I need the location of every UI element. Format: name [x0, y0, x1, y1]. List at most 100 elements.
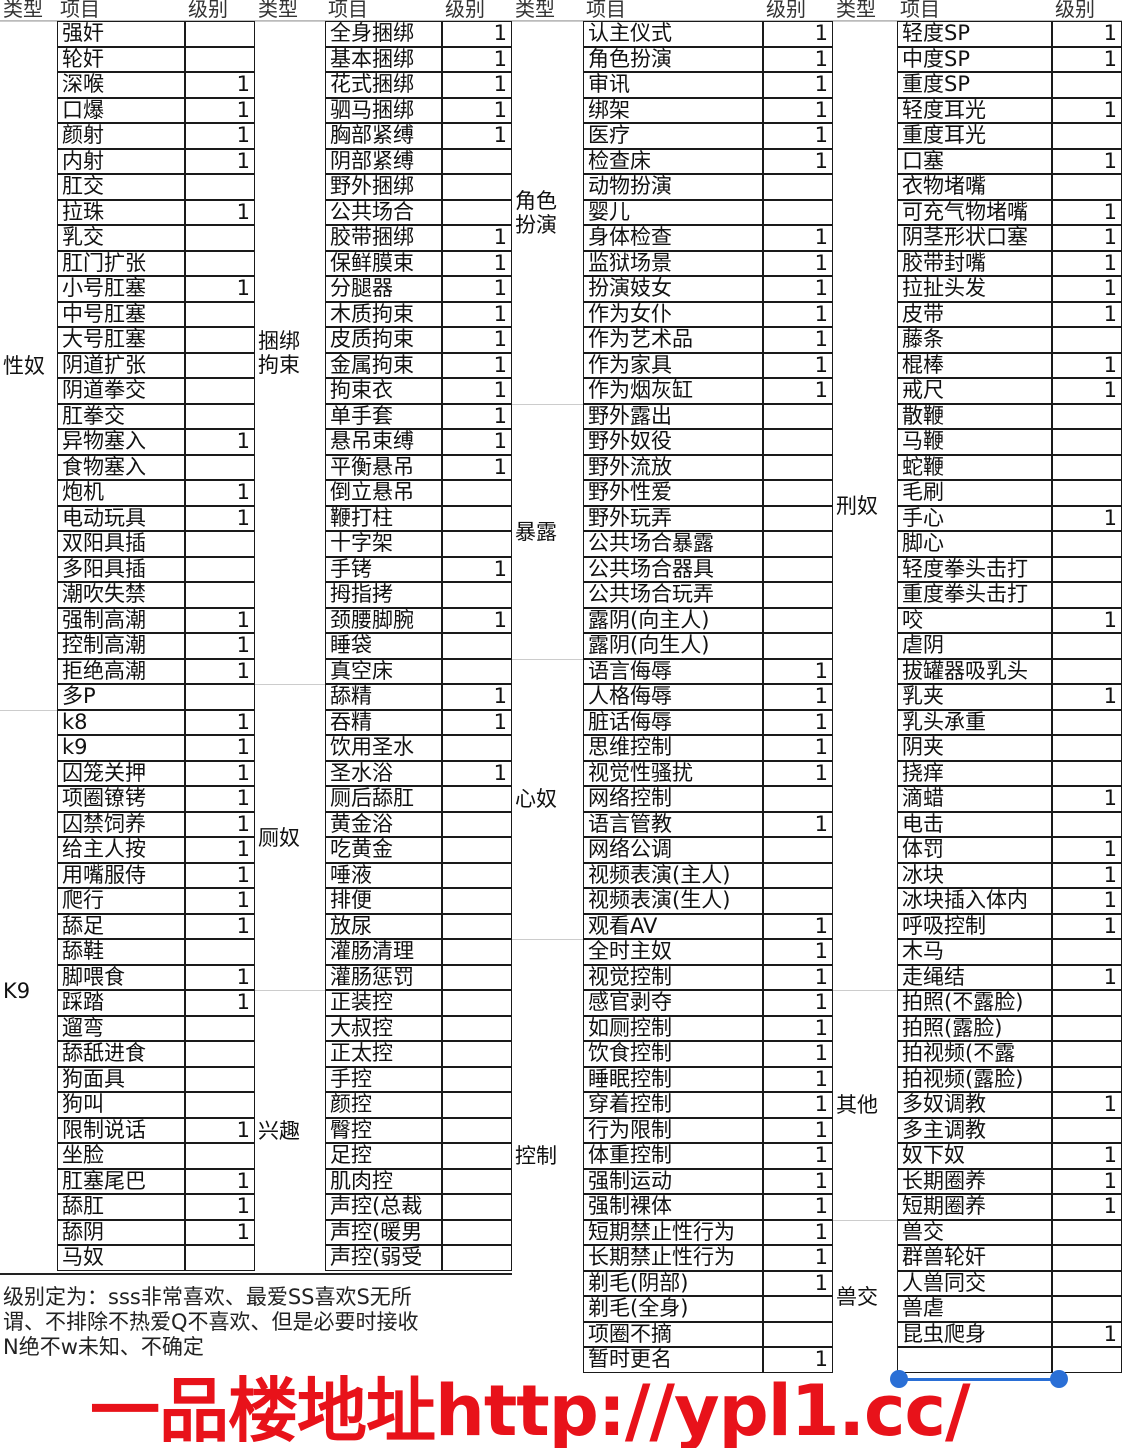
level-cell[interactable]: 1 [185, 123, 255, 149]
level-cell[interactable] [1052, 1041, 1122, 1067]
item-cell[interactable]: 脚喂食 [57, 964, 185, 990]
level-cell[interactable] [185, 301, 255, 327]
item-cell[interactable]: 胶带封嘴 [897, 250, 1052, 276]
level-cell[interactable] [1052, 658, 1122, 684]
level-cell[interactable]: 1 [763, 709, 833, 735]
item-cell[interactable]: 兽虐 [897, 1296, 1052, 1322]
level-cell[interactable] [1052, 582, 1122, 608]
level-cell[interactable]: 1 [763, 72, 833, 98]
item-cell[interactable]: 轻度拳头击打 [897, 556, 1052, 582]
level-cell[interactable] [763, 556, 833, 582]
item-cell[interactable]: 肛门扩张 [57, 250, 185, 276]
level-cell[interactable]: 1 [763, 1092, 833, 1118]
level-cell[interactable]: 1 [185, 811, 255, 837]
level-cell[interactable] [442, 964, 512, 990]
level-cell[interactable]: 1 [763, 301, 833, 327]
level-cell[interactable] [442, 990, 512, 1016]
item-cell[interactable]: 多P [57, 684, 185, 710]
level-cell[interactable]: 1 [185, 735, 255, 761]
level-cell[interactable]: 1 [1052, 862, 1122, 888]
item-cell[interactable]: 轻度耳光 [897, 97, 1052, 123]
level-cell[interactable] [763, 607, 833, 633]
level-cell[interactable] [185, 531, 255, 557]
level-cell[interactable]: 1 [1052, 276, 1122, 302]
level-cell[interactable] [442, 480, 512, 506]
item-cell[interactable]: 思维控制 [583, 735, 763, 761]
item-cell[interactable]: 手心 [897, 505, 1052, 531]
item-cell[interactable]: 口爆 [57, 97, 185, 123]
item-cell[interactable]: 胶带捆绑 [325, 225, 442, 251]
item-cell[interactable]: 穿着控制 [583, 1092, 763, 1118]
level-cell[interactable] [442, 1066, 512, 1092]
level-cell[interactable]: 1 [442, 301, 512, 327]
level-cell[interactable]: 1 [185, 633, 255, 659]
item-cell[interactable]: 口塞 [897, 148, 1052, 174]
level-cell[interactable]: 1 [763, 97, 833, 123]
level-cell[interactable]: 1 [763, 352, 833, 378]
item-cell[interactable]: 阴道拳交 [57, 378, 185, 404]
level-cell[interactable]: 1 [763, 760, 833, 786]
item-cell[interactable]: 舔肛 [57, 1194, 185, 1220]
item-cell[interactable]: 剃毛(阴部) [583, 1270, 763, 1296]
item-cell[interactable]: 乳交 [57, 225, 185, 251]
level-cell[interactable]: 1 [763, 46, 833, 72]
item-cell[interactable]: 保鲜膜束 [325, 250, 442, 276]
level-cell[interactable] [442, 1168, 512, 1194]
level-cell[interactable] [442, 1117, 512, 1143]
level-cell[interactable]: 1 [185, 199, 255, 225]
item-cell[interactable]: 拔罐器吸乳头 [897, 658, 1052, 684]
item-cell[interactable]: 审讯 [583, 72, 763, 98]
level-cell[interactable]: 1 [1052, 1168, 1122, 1194]
level-cell[interactable] [763, 888, 833, 914]
item-cell[interactable]: 强制裸体 [583, 1194, 763, 1220]
item-cell[interactable]: 用嘴服侍 [57, 862, 185, 888]
level-cell[interactable] [185, 378, 255, 404]
level-cell[interactable] [1052, 1270, 1122, 1296]
item-cell[interactable]: 木质拘束 [325, 301, 442, 327]
level-cell[interactable] [763, 786, 833, 812]
level-cell[interactable]: 1 [1052, 352, 1122, 378]
level-cell[interactable]: 1 [442, 760, 512, 786]
level-cell[interactable] [185, 1015, 255, 1041]
level-cell[interactable]: 1 [185, 709, 255, 735]
item-cell[interactable]: 拇指拷 [325, 582, 442, 608]
level-cell[interactable] [185, 21, 255, 47]
level-cell[interactable] [442, 811, 512, 837]
level-cell[interactable]: 1 [442, 454, 512, 480]
item-cell[interactable]: 唾液 [325, 862, 442, 888]
level-cell[interactable] [1052, 429, 1122, 455]
item-cell[interactable]: 马鞭 [897, 429, 1052, 455]
item-cell[interactable]: 给主人按 [57, 837, 185, 863]
item-cell[interactable]: 声控(暖男 [325, 1219, 442, 1245]
item-cell[interactable]: 肛交 [57, 174, 185, 200]
item-cell[interactable]: 脏话侮辱 [583, 709, 763, 735]
level-cell[interactable]: 1 [763, 378, 833, 404]
item-cell[interactable]: 多主调教 [897, 1117, 1052, 1143]
level-cell[interactable] [185, 454, 255, 480]
level-cell[interactable] [1052, 990, 1122, 1016]
level-cell[interactable] [442, 582, 512, 608]
level-cell[interactable]: 1 [1052, 1092, 1122, 1118]
level-cell[interactable]: 1 [1052, 225, 1122, 251]
level-cell[interactable]: 1 [763, 1066, 833, 1092]
level-cell[interactable] [185, 327, 255, 353]
level-cell[interactable]: 1 [763, 1015, 833, 1041]
level-cell[interactable]: 1 [763, 1143, 833, 1169]
level-cell[interactable]: 1 [185, 148, 255, 174]
level-cell[interactable]: 1 [763, 658, 833, 684]
item-cell[interactable]: 小号肛塞 [57, 276, 185, 302]
item-cell[interactable]: 滴蜡 [897, 786, 1052, 812]
item-cell[interactable]: 视频表演(生人) [583, 888, 763, 914]
item-cell[interactable]: 观看AV [583, 913, 763, 939]
item-cell[interactable]: 圣水浴 [325, 760, 442, 786]
item-cell[interactable]: 拍视频(露脸) [897, 1066, 1052, 1092]
item-cell[interactable]: 驷马捆绑 [325, 97, 442, 123]
level-cell[interactable] [1052, 531, 1122, 557]
item-cell[interactable]: 厕后舔肛 [325, 786, 442, 812]
item-cell[interactable]: 检查床 [583, 148, 763, 174]
level-cell[interactable] [1052, 327, 1122, 353]
level-cell[interactable]: 1 [1052, 301, 1122, 327]
level-cell[interactable] [442, 633, 512, 659]
level-cell[interactable] [442, 862, 512, 888]
item-cell[interactable]: 放尿 [325, 913, 442, 939]
